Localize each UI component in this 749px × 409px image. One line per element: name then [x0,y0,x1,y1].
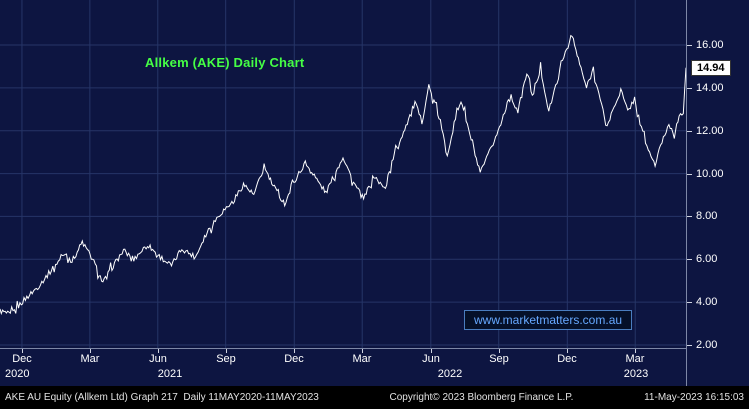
x-axis-month-label: Dec [557,353,577,365]
chart-title: Allkem (AKE) Daily Chart [145,55,305,70]
y-axis-tick [687,216,692,217]
marketmatters-watermark-link[interactable]: www.marketmatters.com.au [464,310,633,330]
x-axis-month-label: Jun [149,353,167,365]
x-axis-tick [635,349,636,353]
x-axis-tick [567,349,568,353]
y-axis-label: 4.00 [696,296,718,308]
x-axis-month-label: Mar [352,353,372,365]
x-axis-month-label: Mar [80,353,100,365]
x-axis-tick [431,349,432,353]
y-axis-label: 16.00 [696,39,724,51]
x-axis-tick [499,349,500,353]
x-axis-year-label: 2023 [623,368,649,380]
x-axis-month-label: Dec [12,353,32,365]
y-axis-tick [687,131,692,132]
y-axis-label: 2.00 [696,339,718,351]
x-axis: Dec Mar Jun Sep Dec Mar Jun Sep Dec Mar 2020 2021 20… [0,348,686,387]
timestamp: 11-May-2023 16:15:03 [644,392,744,403]
y-axis-label: 12.00 [696,125,724,137]
price-chart-canvas [0,0,686,348]
x-axis-month-label: Sep [216,353,236,365]
x-axis-month-label: Sep [489,353,509,365]
x-axis-year-label: 2021 [157,368,183,380]
y-axis-label: 14.00 [696,82,724,94]
y-axis-tick [687,302,692,303]
y-axis-tick [687,345,692,346]
x-axis-month-label: Jun [422,353,440,365]
x-axis-year-label: 2022 [437,368,463,380]
last-price-badge: 14.94 [691,60,731,76]
x-axis-tick [294,349,295,353]
copyright-text: Copyright© 2023 Bloomberg Finance L.P. [389,392,574,403]
y-axis-label: 8.00 [696,210,718,222]
y-axis-label: 10.00 [696,168,724,180]
y-axis-label: 6.00 [696,253,718,265]
x-axis-tick [226,349,227,353]
x-axis-year-label: 2020 [5,368,30,380]
y-axis-tick [687,88,692,89]
x-axis-tick [22,349,23,353]
y-axis-tick [687,259,692,260]
x-axis-month-label: Dec [284,353,304,365]
x-axis-tick [362,349,363,353]
status-bar: AKE AU Equity (Allkem Ltd) Graph 217 Dai… [0,386,749,409]
x-axis-month-label: Mar [625,353,645,365]
chart-plot-area: Allkem (AKE) Daily Chart www.marketmatte… [0,0,686,348]
x-axis-tick [90,349,91,353]
y-axis-tick [687,45,692,46]
security-description: AKE AU Equity (Allkem Ltd) Graph 217 Dai… [5,392,319,403]
x-axis-tick [158,349,159,353]
y-axis: 14.94 16.00 14.00 12.00 10.00 8.00 6.00 4.00 2.… [686,0,749,386]
price-series-line [0,34,686,316]
y-axis-tick [687,174,692,175]
